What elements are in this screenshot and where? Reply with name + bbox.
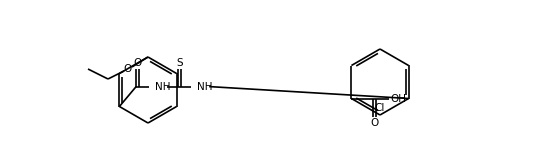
Text: O: O: [124, 64, 132, 74]
Text: Cl: Cl: [375, 103, 385, 113]
Text: O: O: [371, 117, 379, 127]
Text: S: S: [176, 58, 183, 68]
Text: NH: NH: [155, 82, 170, 92]
Text: OH: OH: [391, 94, 406, 103]
Text: O: O: [134, 58, 142, 68]
Text: NH: NH: [197, 82, 213, 92]
